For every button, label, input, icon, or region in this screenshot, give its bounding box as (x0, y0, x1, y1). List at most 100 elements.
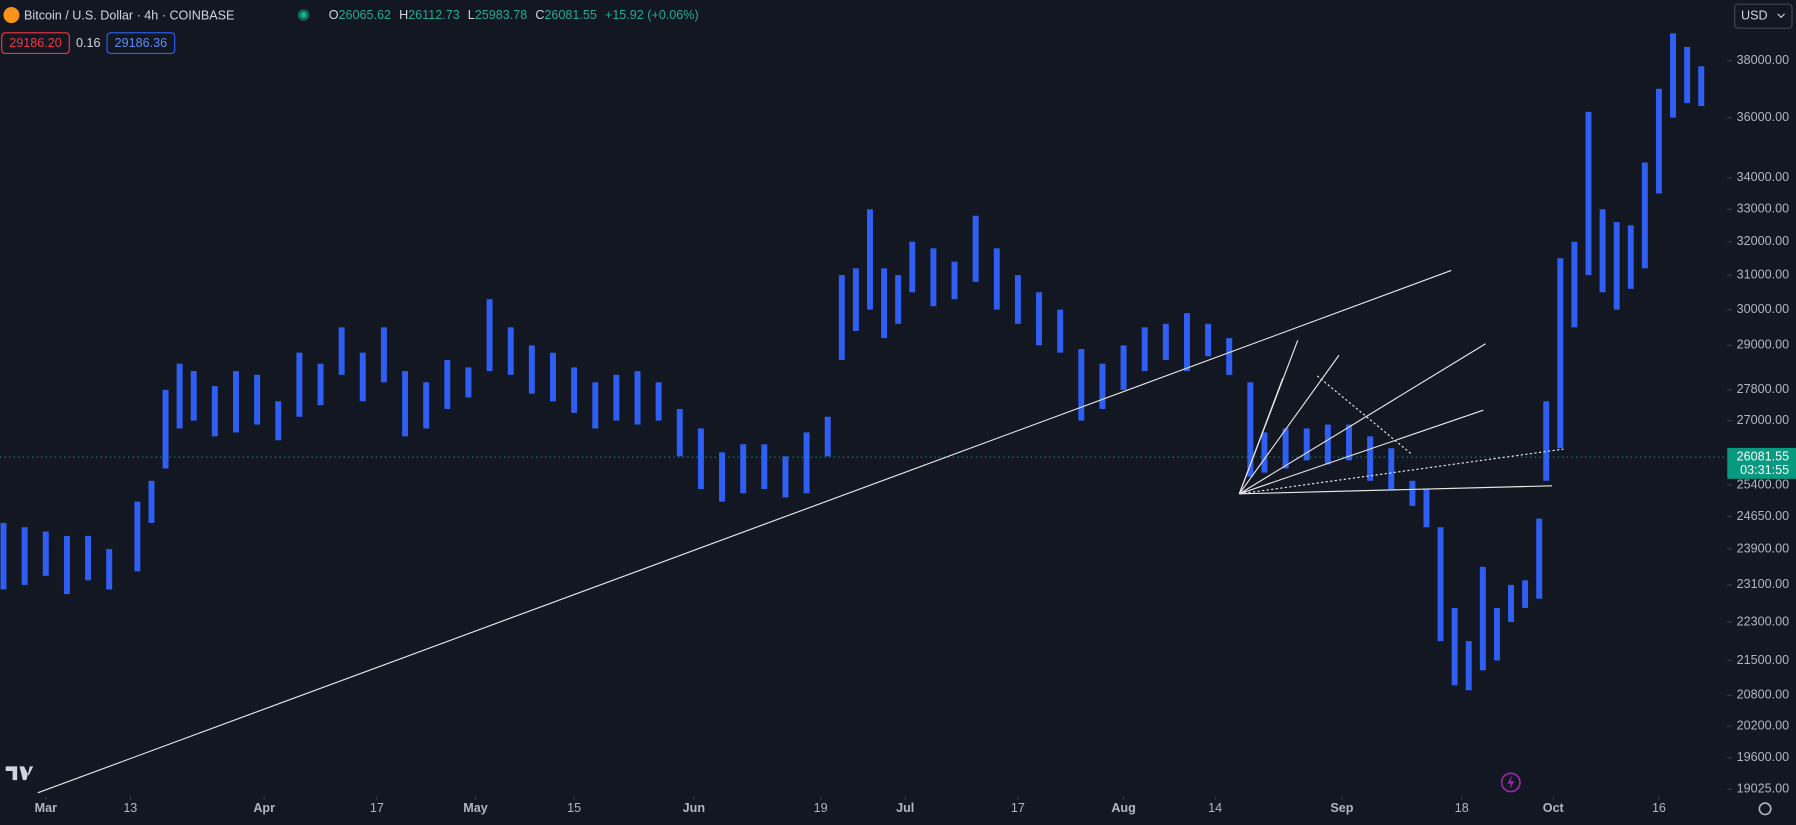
bar (824, 416, 831, 457)
bar (317, 363, 324, 406)
y-tick-label: 36000.00 (1737, 110, 1789, 124)
bar (338, 327, 345, 375)
bar (1324, 424, 1331, 465)
symbol: Bitcoin / U.S. Dollar · 4h · COINBASE (24, 9, 234, 23)
bar (1522, 580, 1529, 608)
y-tick-label: 38000.00 (1737, 53, 1789, 67)
ohlc-label: O (329, 9, 339, 23)
bar (0, 522, 7, 590)
bar (1261, 432, 1268, 473)
bar (1205, 323, 1212, 357)
x-tick-label: 16 (1652, 801, 1666, 815)
bar (592, 382, 599, 429)
ask-badge[interactable] (106, 32, 176, 54)
bar (1479, 566, 1486, 671)
fan-line (1238, 377, 1284, 495)
y-tick-label: 32000.00 (1737, 234, 1789, 248)
bar (1684, 46, 1691, 104)
x-tick-label: 13 (123, 801, 137, 815)
bar (1585, 111, 1592, 276)
bar (1641, 162, 1648, 269)
bar (740, 444, 747, 494)
ohlc-value: 25983.78 (475, 9, 527, 23)
y-tick-label: 24650.00 (1737, 509, 1789, 523)
fan-line (1238, 354, 1340, 495)
bar (1571, 241, 1578, 328)
bar (1613, 222, 1620, 310)
y-tick-label: 20200.00 (1737, 718, 1789, 732)
tv-logo (5, 766, 34, 781)
bar (803, 432, 810, 494)
bar (719, 452, 726, 502)
bar (1226, 338, 1233, 375)
countdown: 03:31:55 (1740, 463, 1789, 477)
drawings (37, 269, 1564, 794)
y-tick-label: 19600.00 (1737, 750, 1789, 764)
bar (1409, 480, 1416, 506)
settings-icon[interactable] (1758, 802, 1772, 816)
bar (1247, 382, 1254, 477)
x-tick-label: Oct (1543, 801, 1565, 815)
bar (655, 382, 662, 421)
bar (190, 371, 197, 421)
x-tick-label: 17 (370, 801, 384, 815)
bar (444, 359, 451, 409)
bar (233, 371, 239, 433)
bar (1057, 309, 1064, 353)
bar (1141, 327, 1148, 372)
bar (1099, 363, 1106, 409)
change: +15.92 (+0.06%) (605, 9, 699, 23)
currency-button[interactable] (1734, 3, 1793, 29)
y-tick-label: 19025.00 (1737, 782, 1789, 796)
ohlc-label: H (399, 9, 408, 23)
bar (930, 248, 937, 307)
bar (1627, 225, 1634, 289)
bar (634, 371, 641, 425)
bar (1508, 584, 1514, 623)
bar (972, 215, 979, 282)
bar (148, 480, 155, 523)
y-tick-label: 25400.00 (1737, 477, 1789, 491)
bar (1655, 88, 1662, 194)
bar (465, 367, 472, 398)
bar (761, 444, 768, 490)
bar (838, 275, 845, 360)
bar (162, 389, 169, 469)
bar (1183, 313, 1190, 372)
currency: USD (1741, 9, 1768, 23)
bar (676, 408, 683, 457)
ohlc-value: 26081.55 (544, 9, 596, 23)
x-tick-label: 18 (1455, 801, 1469, 815)
y-tick-label: 21500.00 (1737, 653, 1789, 667)
bar (1536, 518, 1543, 599)
bar (1078, 348, 1085, 421)
bar (550, 352, 556, 402)
y-tick-label: 30000.00 (1737, 302, 1789, 316)
bar (134, 501, 141, 572)
bar (1557, 258, 1564, 449)
x-tick-label: 14 (1208, 801, 1222, 815)
bar (1423, 489, 1430, 528)
bar (1437, 527, 1444, 642)
last-price-box (1727, 447, 1796, 479)
bar (881, 268, 888, 339)
event-icon[interactable] (1500, 772, 1521, 793)
bar (1014, 275, 1021, 324)
dotted-line (1316, 375, 1412, 455)
plot-area (0, 33, 1728, 691)
y-tick-label: 27000.00 (1737, 413, 1789, 427)
bar (296, 352, 303, 417)
ohlc-value: 26065.62 (339, 9, 391, 23)
bar (1465, 641, 1472, 691)
bid-badge[interactable] (1, 32, 70, 54)
ohlc-label: C (535, 9, 544, 23)
bar (909, 241, 916, 293)
bolt (1507, 775, 1515, 790)
x-tick-label: 17 (1011, 801, 1025, 815)
bar (1543, 401, 1550, 481)
y-tick-label: 20800.00 (1737, 688, 1789, 702)
bar (1120, 345, 1127, 390)
bar (1303, 428, 1310, 461)
x-tick-label: Jun (683, 801, 705, 815)
